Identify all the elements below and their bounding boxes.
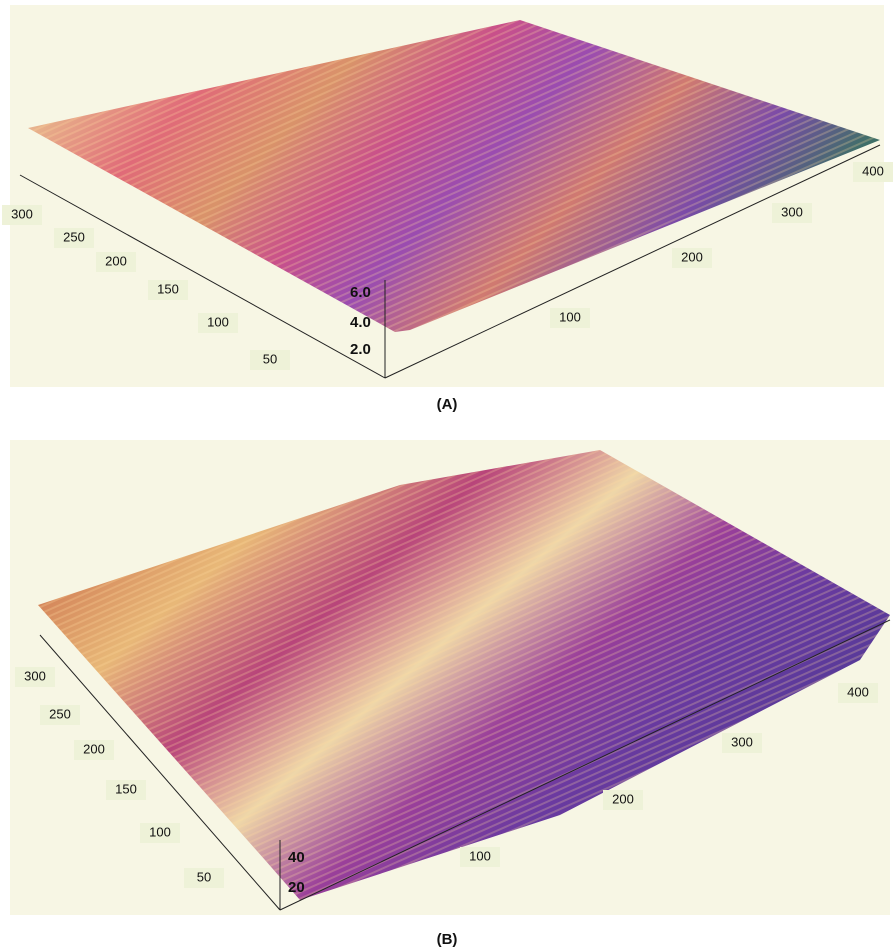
label-box <box>198 313 238 333</box>
axis-label: 300 <box>11 206 33 221</box>
axis-label: 250 <box>63 229 85 244</box>
axis-label: 150 <box>157 281 179 296</box>
label-box <box>603 790 643 810</box>
axis-label: 150 <box>115 781 137 796</box>
axis-label: 100 <box>559 309 581 324</box>
axis-label: 200 <box>612 791 634 806</box>
label-box <box>96 252 136 272</box>
label-box <box>148 280 188 300</box>
axis-label: 300 <box>731 734 753 749</box>
caption: (A) <box>437 396 458 413</box>
axis-label: 200 <box>681 249 703 264</box>
label-box <box>838 683 878 703</box>
label-box <box>184 868 224 888</box>
caption: (B) <box>437 931 458 948</box>
label-box <box>2 205 42 225</box>
z-axis-label: 40 <box>288 849 305 866</box>
label-box <box>140 823 180 843</box>
axis-label: 300 <box>24 668 46 683</box>
axis-label: 300 <box>781 204 803 219</box>
z-axis-label: 6.0 <box>350 284 371 301</box>
label-box <box>672 248 712 268</box>
axis-label: 250 <box>49 706 71 721</box>
axis-label: 400 <box>862 163 884 178</box>
surface-texture <box>28 20 880 332</box>
label-box <box>15 667 55 687</box>
label-box <box>250 350 290 370</box>
axis <box>39 634 281 911</box>
label-box <box>460 847 500 867</box>
axis <box>279 619 891 911</box>
axis-label: 50 <box>263 351 277 366</box>
label-box <box>74 740 114 760</box>
surface-texture <box>38 450 890 900</box>
axis-label: 400 <box>847 684 869 699</box>
z-axis-label: 20 <box>288 879 305 896</box>
label-box <box>54 228 94 248</box>
label-box <box>40 705 80 725</box>
label-box <box>772 203 812 223</box>
axis-label: 100 <box>207 314 229 329</box>
axis-label: 100 <box>149 824 171 839</box>
axis-label: 200 <box>105 253 127 268</box>
label-box <box>853 162 893 182</box>
z-axis-label: 2.0 <box>350 341 371 358</box>
axis <box>384 144 881 379</box>
axis-label: 100 <box>469 848 491 863</box>
axis-label: 50 <box>197 869 211 884</box>
z-axis-label: 4.0 <box>350 314 371 331</box>
label-box <box>550 308 590 328</box>
axis <box>19 174 386 379</box>
axis-label: 200 <box>83 741 105 756</box>
label-box <box>106 780 146 800</box>
label-box <box>722 733 762 753</box>
